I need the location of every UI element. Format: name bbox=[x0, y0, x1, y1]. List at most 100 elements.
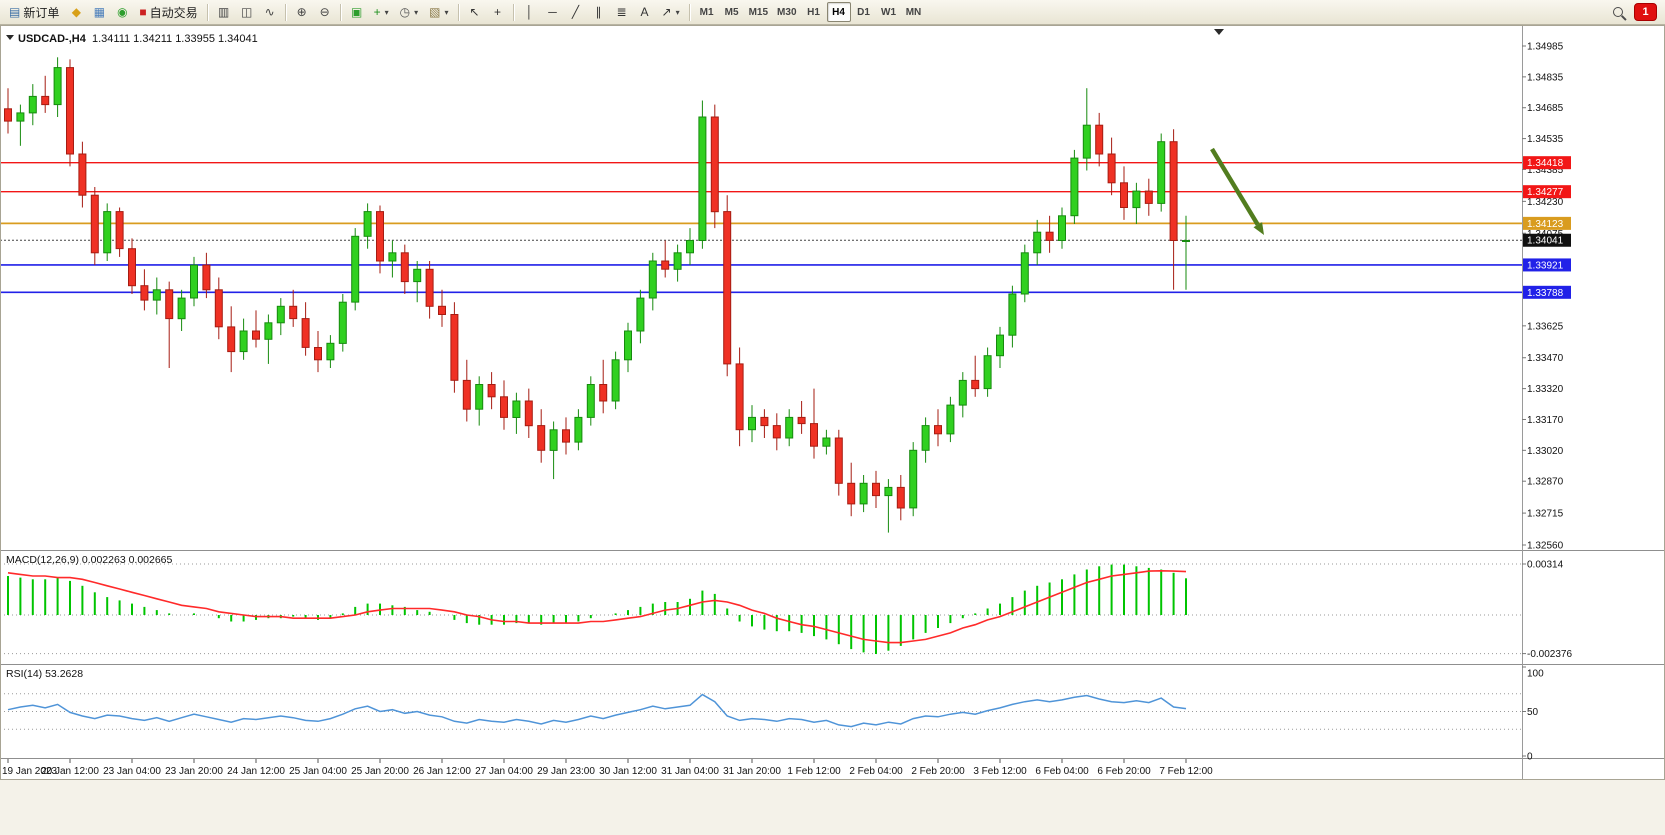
navigator-icon: ▦ bbox=[93, 5, 106, 19]
timeframe-m5[interactable]: M5 bbox=[720, 2, 744, 22]
trend-arrow-annotation[interactable] bbox=[1210, 147, 1260, 226]
dropdown-arrow-icon: ▾ bbox=[414, 7, 419, 17]
toolbar-separator bbox=[206, 3, 209, 21]
arrows-button[interactable]: ↗ ▾ bbox=[657, 2, 685, 22]
tile-windows-button[interactable]: ▣ bbox=[346, 2, 368, 22]
bottom-strip bbox=[0, 780, 1665, 835]
dropdown-arrow-icon: ▾ bbox=[444, 7, 449, 17]
crosshair-icon: + bbox=[494, 5, 502, 19]
cursor-icon: ↖ bbox=[469, 5, 480, 19]
new-order-icon: ▤ bbox=[9, 5, 21, 19]
candlestick-series[interactable] bbox=[4, 57, 1190, 533]
zoom-out-icon: ⊖ bbox=[319, 5, 330, 19]
new-order-button[interactable]: ▤ 新订单 bbox=[4, 2, 64, 22]
time-axis-label: 6 Feb 20:00 bbox=[1097, 766, 1151, 777]
time-axis-label: 6 Feb 04:00 bbox=[1035, 766, 1089, 777]
toolbar-separator bbox=[339, 3, 342, 21]
zoom-in-button[interactable]: ⊕ bbox=[291, 2, 313, 22]
clock-icon: ◷ bbox=[399, 5, 411, 19]
trendline-button[interactable]: ╱ bbox=[565, 2, 587, 22]
time-axis-label: 31 Jan 04:00 bbox=[661, 766, 719, 777]
toolbar-separator bbox=[688, 3, 691, 21]
price-badge bbox=[1523, 285, 1571, 299]
notification-badge[interactable]: 1 bbox=[1634, 3, 1657, 21]
timeframe-m30[interactable]: M30 bbox=[773, 2, 800, 22]
time-axis-label: 19 Jan 2023 bbox=[2, 766, 57, 777]
timeframe-d1[interactable]: D1 bbox=[852, 2, 876, 22]
dropdown-arrow-icon: ▾ bbox=[675, 7, 680, 17]
price-axis-label: 1.32870 bbox=[1527, 477, 1564, 488]
indicator-gridlines bbox=[0, 563, 1522, 730]
time-axis-label: 3 Feb 12:00 bbox=[973, 766, 1027, 777]
time-axis-label: 27 Jan 04:00 bbox=[475, 766, 533, 777]
timeframe-m15[interactable]: M15 bbox=[745, 2, 772, 22]
rsi-axis-label: 0 bbox=[1527, 752, 1533, 763]
templates-button[interactable]: ▧ ▾ bbox=[424, 2, 453, 22]
toolbar: ▤ 新订单 ◆ ▦ ◉ ■ 自动交易 ▥ ◫ ∿ ⊕ ⊖ ▣ + ▾ ◷ ▾ ▧ ▾ ↖ + │ ─ ╱ ∥ ≣ A ↗ ▾ M1 M5 M1… bbox=[0, 0, 1665, 25]
search-button[interactable] bbox=[1607, 2, 1629, 22]
autotrading-button-label: 自动交易 bbox=[149, 5, 198, 20]
zoom-out-button[interactable]: ⊖ bbox=[314, 2, 336, 22]
market-watch-button[interactable]: ◆ bbox=[65, 2, 87, 22]
timeframe-mn[interactable]: MN bbox=[902, 2, 926, 22]
macd-axis-label: 0.00314 bbox=[1527, 560, 1564, 571]
new-order-button-label: 新订单 bbox=[23, 5, 60, 20]
equidistant-channel-button[interactable]: ∥ bbox=[588, 2, 610, 22]
chart-shift-marker-icon[interactable] bbox=[1214, 29, 1224, 35]
price-axis-label: 1.32560 bbox=[1527, 540, 1564, 551]
macd-axis-label: -0.002376 bbox=[1527, 649, 1572, 660]
price-axis-label: 1.34230 bbox=[1527, 197, 1564, 208]
trend-arrow-head-icon bbox=[1253, 222, 1264, 235]
candlestick-icon: ◫ bbox=[240, 5, 253, 19]
timeframe-m1[interactable]: M1 bbox=[695, 2, 719, 22]
cursor-button[interactable]: ↖ bbox=[464, 2, 486, 22]
price-axis-label: 1.34985 bbox=[1527, 42, 1564, 53]
chart-symbol-period: USDCAD-,H4 bbox=[18, 33, 87, 45]
tile-windows-icon: ▣ bbox=[350, 5, 363, 19]
price-axis-label: 1.33020 bbox=[1527, 446, 1564, 457]
horizontal-line-button[interactable]: ─ bbox=[542, 2, 564, 22]
time-axis-label: 1 Feb 12:00 bbox=[787, 766, 841, 777]
autotrading-button[interactable]: ■ 自动交易 bbox=[134, 2, 202, 22]
time-axis-label: 29 Jan 23:00 bbox=[537, 766, 595, 777]
text-label-button[interactable]: A bbox=[634, 2, 656, 22]
chart-area[interactable]: 1.34985 1.34835 1.34685 1.34535 1.34385 1.342… bbox=[0, 25, 1665, 835]
text-icon: A bbox=[640, 5, 649, 19]
rsi-line bbox=[7, 693, 1187, 728]
one-click-trading-arrow-icon[interactable] bbox=[6, 35, 14, 40]
time-axis-label: 25 Jan 20:00 bbox=[351, 766, 409, 777]
price-badge-label: 1.34418 bbox=[1527, 158, 1564, 169]
time-axis-label: 23 Jan 20:00 bbox=[165, 766, 223, 777]
price-axis-label: 1.34535 bbox=[1527, 134, 1564, 145]
timeframe-h1[interactable]: H1 bbox=[802, 2, 826, 22]
vertical-line-button[interactable]: │ bbox=[519, 2, 541, 22]
candlestick-chart-button[interactable]: ◫ bbox=[236, 2, 258, 22]
indicators-icon: + bbox=[373, 5, 381, 19]
time-axis-label: 30 Jan 12:00 bbox=[599, 766, 657, 777]
crosshair-button[interactable]: + bbox=[487, 2, 509, 22]
magnifier-icon bbox=[1613, 7, 1623, 17]
periods-button[interactable]: ◷ ▾ bbox=[395, 2, 424, 22]
price-badge-label: 1.33921 bbox=[1527, 260, 1564, 271]
bar-chart-button[interactable]: ▥ bbox=[213, 2, 235, 22]
terminal-button[interactable]: ◉ bbox=[111, 2, 133, 22]
line-chart-button[interactable]: ∿ bbox=[259, 2, 281, 22]
price-badge bbox=[1523, 216, 1571, 230]
fibonacci-icon: ≣ bbox=[616, 5, 627, 19]
rsi-axis-label: 100 bbox=[1527, 669, 1544, 680]
price-axis-label: 1.33320 bbox=[1527, 384, 1564, 395]
timeframe-h4[interactable]: H4 bbox=[826, 2, 851, 22]
line-chart-icon: ∿ bbox=[264, 5, 275, 19]
chart-background bbox=[0, 25, 1665, 780]
price-badges: 1.34418 1.34277 1.34123 1.33921 1.33788 1.340… bbox=[1523, 156, 1571, 299]
chart-title: USDCAD-,H4 1.34111 1.34211 1.33955 1.3404… bbox=[6, 33, 258, 45]
toolbar-separator bbox=[284, 3, 287, 21]
navigator-button[interactable]: ▦ bbox=[88, 2, 110, 22]
indicators-button[interactable]: + ▾ bbox=[369, 2, 394, 22]
macd-indicator bbox=[7, 564, 1187, 654]
price-badge-label: 1.34041 bbox=[1527, 236, 1564, 247]
fibonacci-button[interactable]: ≣ bbox=[611, 2, 633, 22]
timeframe-w1[interactable]: W1 bbox=[877, 2, 901, 22]
price-axis-label: 1.32715 bbox=[1527, 509, 1564, 520]
